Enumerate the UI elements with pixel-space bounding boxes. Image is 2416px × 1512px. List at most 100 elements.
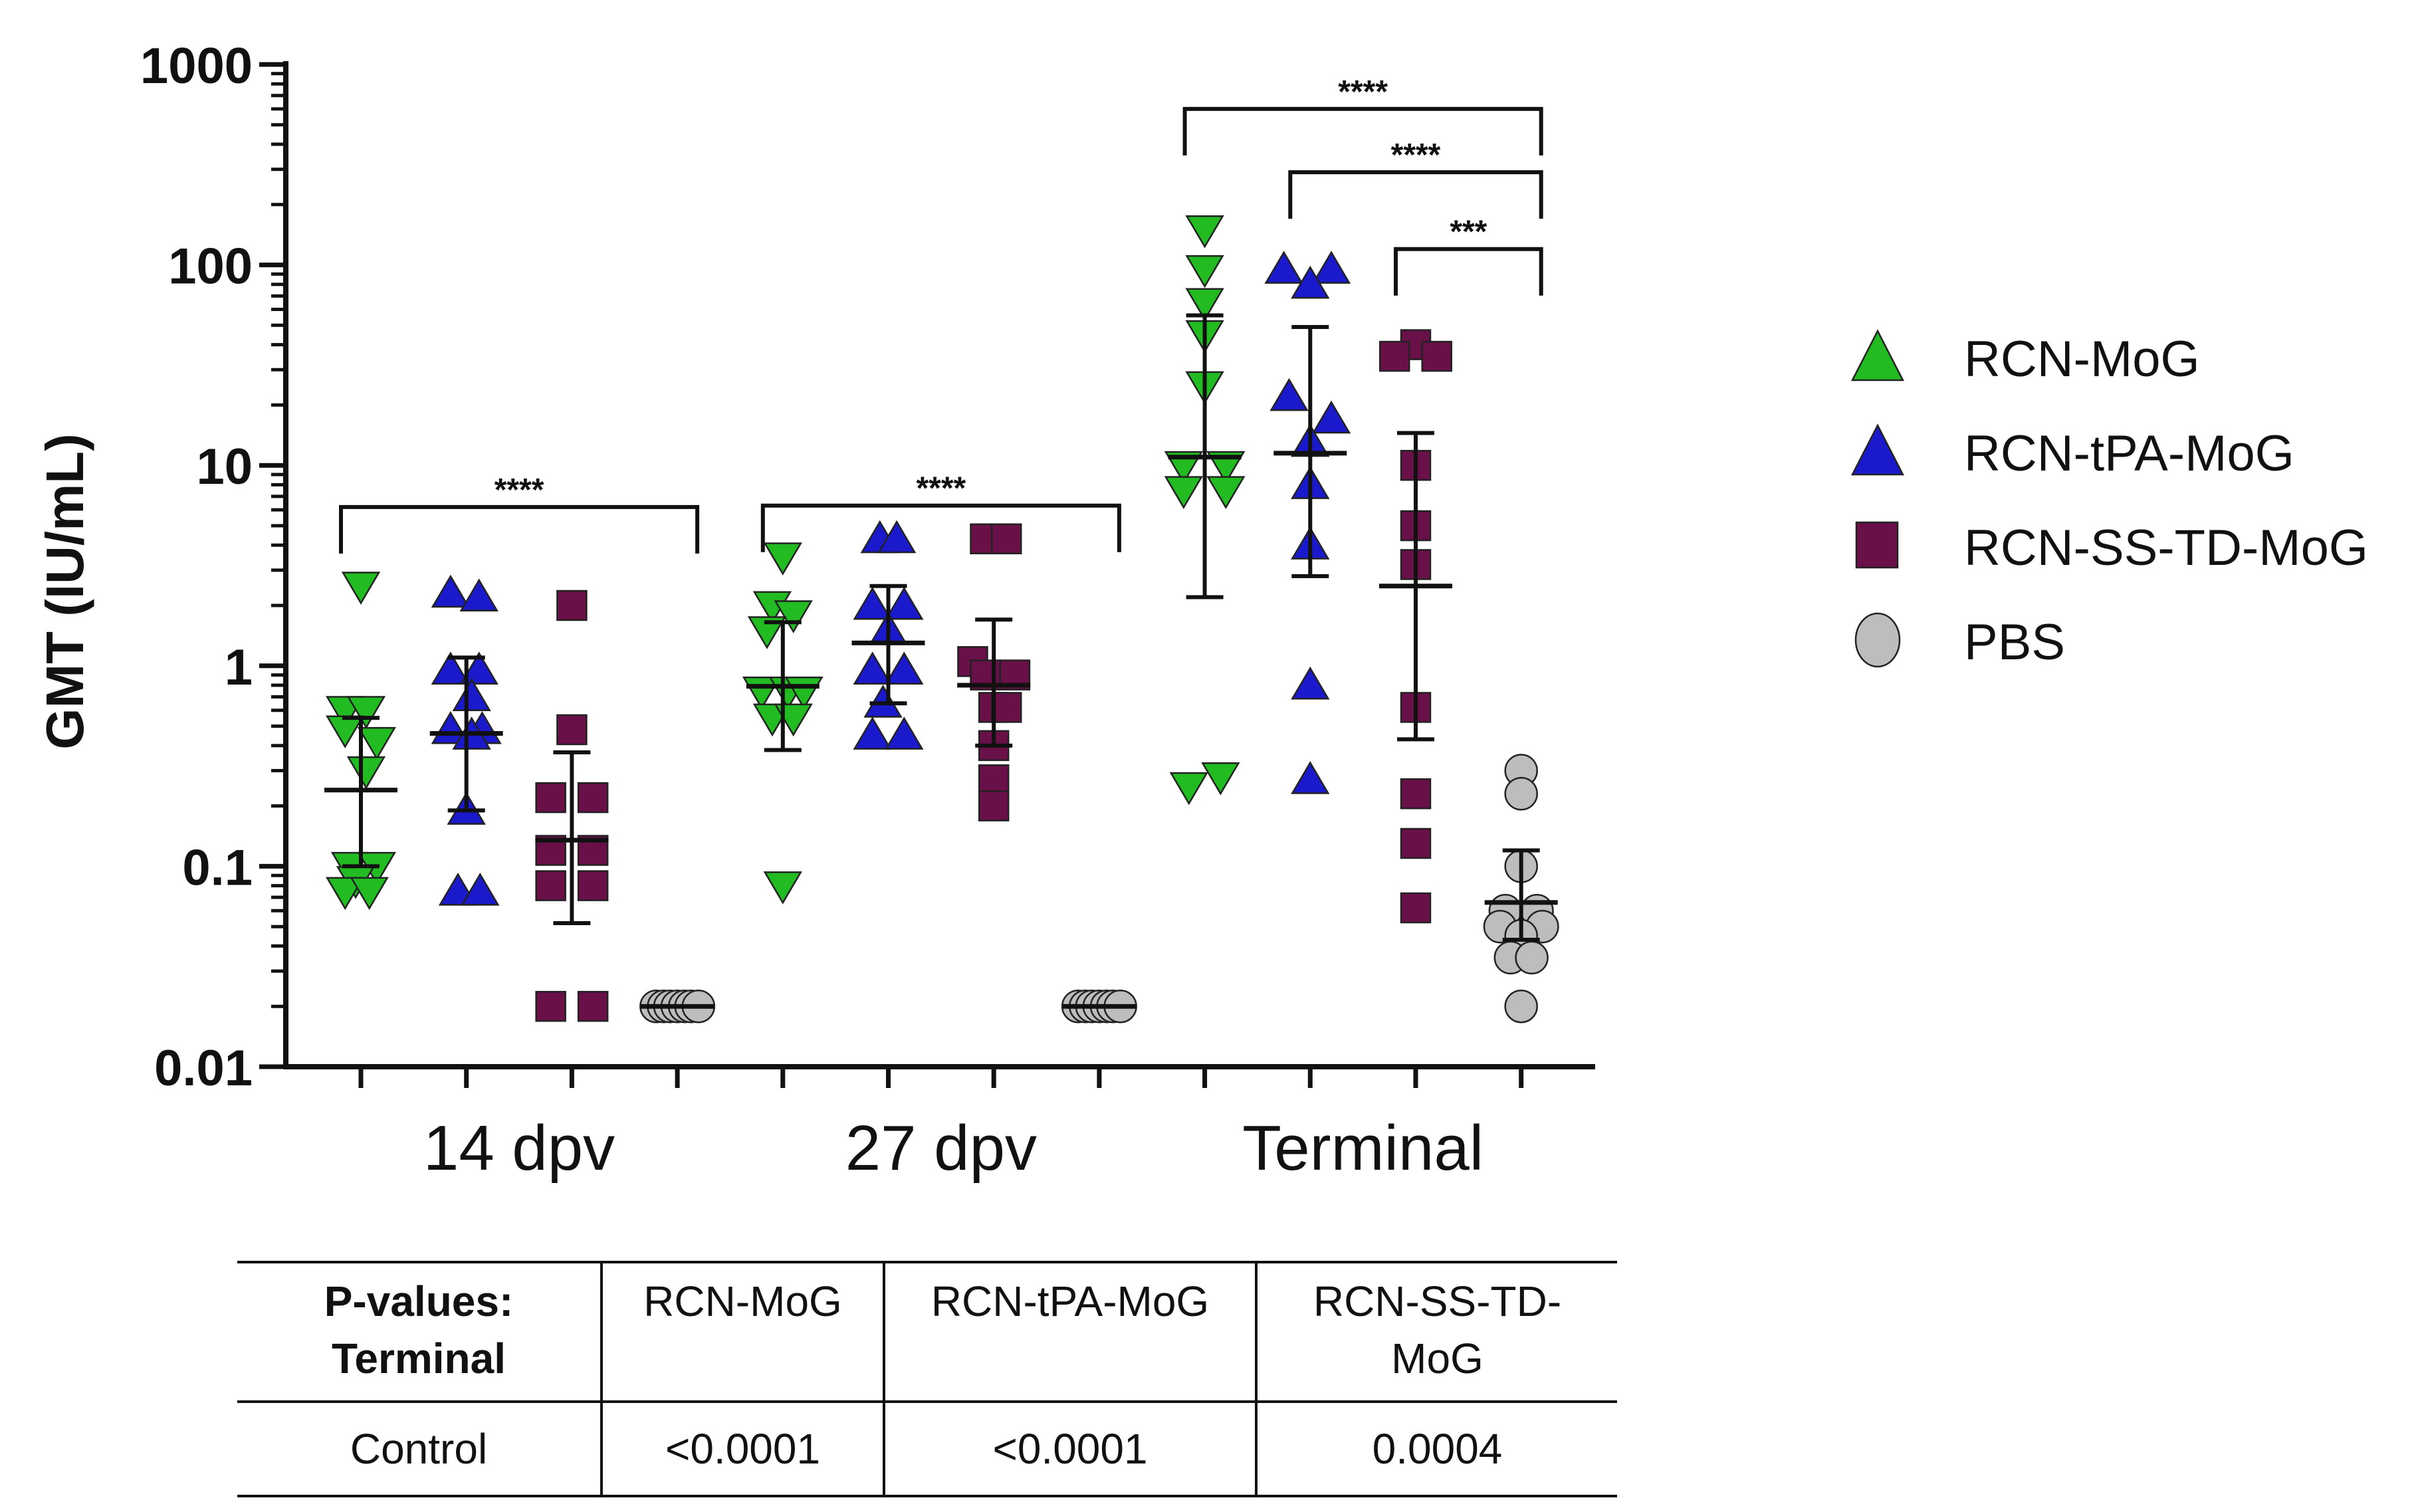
data-point	[461, 872, 500, 906]
data-point	[350, 877, 389, 911]
significance-label: ****	[1338, 74, 1388, 110]
error-bars	[324, 313, 1558, 1009]
data-point	[346, 696, 386, 729]
significance-label: ***	[1450, 215, 1487, 250]
table-header-cell: P-values: Terminal	[237, 1261, 603, 1403]
table-header-cell: RCN-tPA-MoG	[883, 1261, 1258, 1403]
data-point	[990, 523, 1022, 554]
table-row: Control <0.0001 <0.0001 0.0004	[237, 1400, 1617, 1497]
data-point	[885, 651, 924, 685]
data-point	[535, 782, 566, 813]
y-tick-label: 10	[196, 439, 253, 495]
data-point	[1269, 378, 1309, 411]
data-point	[1504, 777, 1538, 811]
data-point	[431, 574, 471, 608]
y-tick-label: 0.1	[182, 839, 253, 896]
data-point	[877, 520, 917, 554]
data-point	[1400, 778, 1432, 810]
data-point	[577, 990, 609, 1022]
legend-label: RCN-MoG	[1964, 331, 2200, 387]
data-point	[990, 692, 1022, 723]
legend-label: PBS	[1964, 614, 2065, 671]
data-point	[1291, 666, 1330, 700]
table-cell: Control	[237, 1400, 603, 1497]
data-point	[535, 870, 566, 901]
significance-bracket	[1182, 106, 1543, 156]
data-point	[357, 726, 396, 760]
y-tick-label: 1	[225, 639, 253, 696]
data-point	[1379, 340, 1410, 372]
data-point	[885, 586, 924, 620]
significance-brackets: **** ***************	[339, 74, 1543, 554]
significance-bracket	[760, 503, 1121, 552]
significance-label: ****	[916, 471, 966, 506]
significance-label: ****	[494, 473, 544, 508]
data-point	[1400, 892, 1432, 924]
x-group-label: 27 dpv	[845, 1113, 1037, 1184]
data-point	[1311, 400, 1351, 434]
table-header-cell: RCN-MoG	[600, 1261, 885, 1403]
data-point	[1291, 761, 1330, 794]
data-point	[1201, 762, 1240, 796]
data-point	[1264, 251, 1303, 284]
data-point	[1504, 989, 1538, 1024]
data-point	[763, 871, 802, 905]
axes	[283, 61, 1595, 1088]
significance-bracket	[1288, 170, 1543, 219]
table-cell: 0.0004	[1255, 1400, 1617, 1497]
legend-label: RCN-SS-TD-MoG	[1964, 520, 2368, 576]
data-point	[763, 542, 802, 576]
table-cell: <0.0001	[600, 1400, 885, 1497]
x-group-label: Terminal	[1242, 1113, 1483, 1184]
data-point	[1164, 476, 1204, 509]
x-group-labels: 14 dpv 27 dpv Terminal	[423, 1113, 1483, 1184]
data-points	[326, 215, 1559, 1024]
table-header-cell: RCN-SS-TD- MoG	[1255, 1261, 1617, 1403]
data-point	[1311, 251, 1351, 284]
data-point	[1421, 340, 1452, 372]
p-values-table: P-values: Terminal RCN-MoG RCN-tPA-MoG R…	[237, 1261, 1617, 1497]
data-point	[326, 877, 365, 911]
legend-marker	[1854, 612, 1901, 668]
data-point	[1291, 265, 1330, 299]
data-point	[1206, 476, 1246, 509]
data-point	[1515, 940, 1549, 975]
legend-marker	[1850, 423, 1905, 476]
data-point	[556, 590, 588, 621]
legend: RCN-MoG RCN-tPA-MoG RCN-SS-TD-MoG PBS	[1850, 329, 2368, 671]
data-point	[1206, 451, 1246, 485]
significance-bracket	[1394, 247, 1543, 296]
data-point	[1185, 288, 1224, 322]
data-point	[431, 651, 471, 685]
data-point	[577, 782, 609, 813]
y-tick-label: 1000	[140, 38, 253, 94]
table-cell: <0.0001	[883, 1400, 1258, 1497]
data-point	[853, 651, 892, 685]
significance-label: ****	[1391, 138, 1441, 173]
legend-label: RCN-tPA-MoG	[1964, 425, 2294, 482]
data-point	[1400, 827, 1432, 859]
data-point	[535, 990, 566, 1022]
legend-marker	[1855, 521, 1899, 569]
data-point	[885, 716, 924, 750]
data-point	[459, 578, 498, 612]
data-point	[978, 790, 1010, 821]
legend-marker	[1850, 329, 1905, 381]
x-group-label: 14 dpv	[423, 1113, 615, 1184]
data-point	[1185, 215, 1224, 249]
data-point	[452, 678, 491, 712]
y-axis-label: GMT (IU/mL)	[35, 433, 94, 749]
data-point	[346, 756, 386, 790]
data-point	[1164, 451, 1204, 485]
table-header-row: P-values: Terminal RCN-MoG RCN-tPA-MoG R…	[237, 1261, 1617, 1403]
significance-bracket	[339, 504, 700, 554]
data-point	[341, 572, 381, 605]
data-point	[459, 651, 498, 685]
data-point	[577, 870, 609, 901]
data-point	[853, 586, 892, 620]
data-point	[556, 714, 588, 746]
y-tick-label: 0.01	[154, 1040, 253, 1097]
data-point	[747, 616, 787, 649]
data-point	[978, 764, 1010, 796]
